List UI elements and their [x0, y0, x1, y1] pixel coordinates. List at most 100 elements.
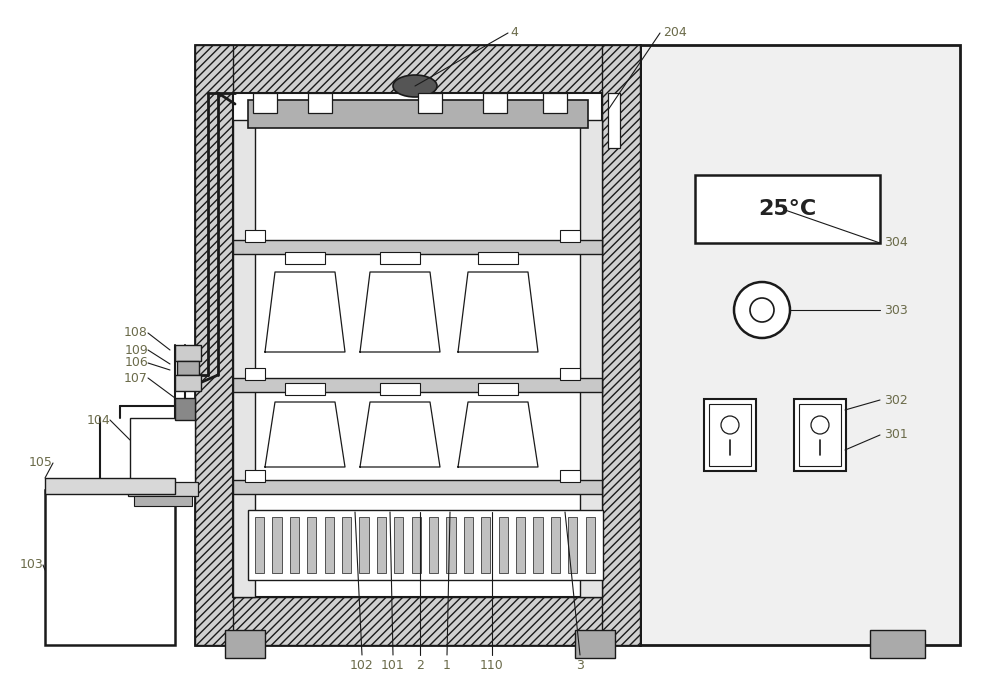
Bar: [560, 470, 580, 482]
Bar: [478, 383, 518, 395]
Bar: [290, 517, 299, 573]
Bar: [272, 517, 282, 573]
Bar: [285, 383, 325, 395]
Polygon shape: [265, 272, 345, 352]
Bar: [481, 517, 490, 573]
Bar: [177, 361, 199, 375]
Bar: [175, 345, 201, 361]
Bar: [377, 517, 386, 573]
Circle shape: [721, 416, 739, 434]
Bar: [602, 45, 640, 645]
Bar: [575, 630, 615, 658]
Text: 108: 108: [124, 326, 148, 340]
Text: 25°C: 25°C: [758, 199, 816, 219]
Bar: [412, 517, 421, 573]
Bar: [233, 240, 602, 254]
Text: 107: 107: [124, 371, 148, 385]
Bar: [255, 517, 264, 573]
Bar: [307, 517, 316, 573]
Bar: [233, 120, 255, 597]
Text: 101: 101: [381, 659, 405, 672]
Bar: [551, 517, 560, 573]
Bar: [608, 93, 620, 148]
Text: 1: 1: [443, 659, 451, 672]
Text: 104: 104: [86, 414, 110, 426]
Bar: [499, 517, 508, 573]
Circle shape: [750, 298, 774, 322]
Bar: [478, 252, 518, 264]
Bar: [308, 93, 332, 113]
Bar: [418, 93, 442, 113]
Polygon shape: [265, 402, 345, 467]
Polygon shape: [360, 402, 440, 467]
Bar: [195, 45, 640, 93]
Polygon shape: [458, 402, 538, 467]
Bar: [568, 517, 577, 573]
Bar: [580, 120, 602, 597]
Ellipse shape: [393, 75, 437, 97]
Text: 4: 4: [510, 26, 518, 40]
Bar: [794, 399, 846, 471]
Bar: [709, 404, 751, 466]
Bar: [45, 478, 175, 494]
Bar: [516, 517, 525, 573]
Bar: [253, 93, 277, 113]
Text: 110: 110: [480, 659, 504, 672]
Bar: [560, 368, 580, 380]
Bar: [429, 517, 438, 573]
Bar: [394, 517, 403, 573]
Circle shape: [811, 416, 829, 434]
Text: 204: 204: [663, 26, 687, 40]
Bar: [342, 517, 351, 573]
Bar: [245, 230, 265, 242]
Bar: [128, 482, 198, 496]
Bar: [233, 378, 602, 392]
Text: 2: 2: [416, 659, 424, 672]
Bar: [695, 175, 880, 243]
Bar: [45, 490, 175, 645]
Bar: [233, 480, 602, 494]
Bar: [248, 510, 603, 580]
Bar: [446, 517, 456, 573]
Bar: [195, 597, 640, 645]
Text: 304: 304: [884, 236, 908, 249]
Polygon shape: [360, 272, 440, 352]
Text: 103: 103: [19, 559, 43, 572]
Text: 109: 109: [124, 344, 148, 356]
Text: 303: 303: [884, 304, 908, 317]
Bar: [195, 45, 640, 645]
Bar: [870, 630, 925, 658]
Text: 102: 102: [350, 659, 374, 672]
Bar: [799, 404, 841, 466]
Bar: [325, 517, 334, 573]
Bar: [464, 517, 473, 573]
Bar: [560, 230, 580, 242]
Bar: [380, 383, 420, 395]
Bar: [130, 418, 195, 483]
Text: 301: 301: [884, 428, 908, 441]
Bar: [195, 45, 233, 645]
Bar: [483, 93, 507, 113]
Text: 106: 106: [124, 356, 148, 369]
Bar: [248, 100, 588, 128]
Bar: [225, 630, 265, 658]
Bar: [285, 252, 325, 264]
Bar: [359, 517, 369, 573]
Bar: [233, 93, 602, 597]
Bar: [175, 375, 201, 391]
Bar: [586, 517, 595, 573]
Bar: [533, 517, 543, 573]
Polygon shape: [458, 272, 538, 352]
Text: 105: 105: [29, 457, 53, 469]
Bar: [543, 93, 567, 113]
Bar: [704, 399, 756, 471]
Bar: [640, 45, 960, 645]
Circle shape: [734, 282, 790, 338]
Text: 302: 302: [884, 394, 908, 407]
Bar: [134, 496, 192, 506]
Bar: [175, 398, 195, 420]
Text: 3: 3: [576, 659, 584, 672]
Bar: [245, 470, 265, 482]
Bar: [380, 252, 420, 264]
Bar: [245, 368, 265, 380]
